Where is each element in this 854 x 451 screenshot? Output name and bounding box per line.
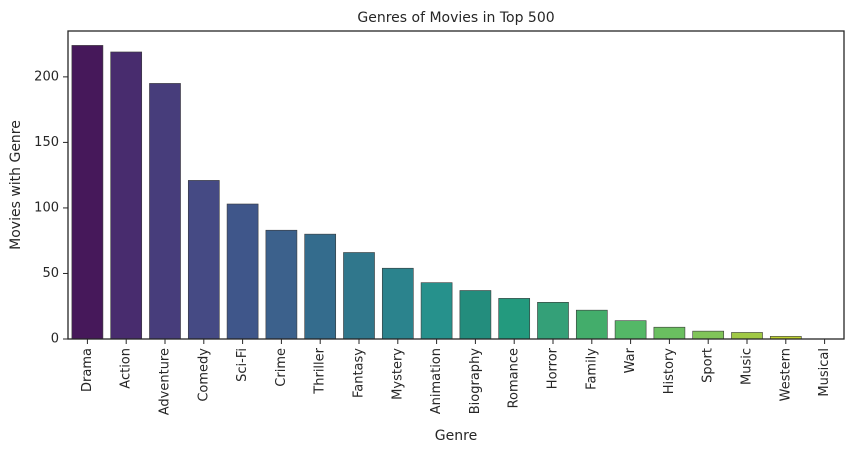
y-tick-label: 50 [42, 266, 59, 281]
x-tick-label: Romance [507, 348, 522, 408]
bar-romance [498, 298, 531, 340]
bar-animation [420, 282, 453, 340]
bar-music [731, 332, 763, 340]
bar-war [614, 320, 647, 340]
y-tick-label: 150 [34, 135, 59, 150]
x-tick-label: Horror [546, 347, 561, 389]
y-axis-ticks: 0 50 100 150 200 [34, 69, 68, 347]
bar-crime [265, 229, 298, 340]
bar-action [110, 51, 143, 340]
x-axis-label: Genre [435, 428, 477, 444]
bar-comedy [187, 180, 220, 340]
x-tick-label: Animation [429, 348, 444, 414]
x-tick-label: Fantasy [352, 348, 367, 398]
bars-group [71, 45, 802, 340]
x-tick-label: Adventure [158, 348, 173, 415]
x-tick-label: Western [778, 348, 793, 401]
x-tick-label: Biography [468, 348, 483, 415]
bar-family [575, 309, 608, 340]
x-tick-label: War [623, 347, 638, 373]
bar-biography [459, 290, 492, 340]
x-tick-label: Drama [80, 348, 95, 392]
bar-adventure [149, 83, 181, 340]
bar-history [653, 326, 686, 340]
chart-title: Genres of Movies in Top 500 [357, 10, 554, 26]
x-tick-label: Comedy [196, 348, 211, 402]
x-tick-label: Action [119, 348, 134, 389]
x-tick-label: Family [584, 348, 599, 390]
bar-drama [71, 45, 104, 340]
plot-frame [67, 30, 845, 340]
y-tick-label: 0 [51, 332, 59, 347]
x-tick-label: Mystery [390, 348, 405, 400]
y-axis-label: Movies with Genre [8, 120, 24, 250]
bar-thriller [304, 233, 337, 340]
x-tick-label: Music [740, 348, 755, 385]
x-axis-ticks: Drama Action Adventure Comedy Sci-Fi Crime Thr… [80, 339, 832, 415]
x-tick-label: Sport [701, 348, 716, 383]
bar-fantasy [343, 252, 375, 340]
bar-horror [537, 302, 569, 340]
y-tick-label: 200 [34, 69, 59, 84]
bar-sci-fi [226, 203, 259, 340]
x-tick-label: Thriller [313, 347, 328, 394]
bar-mystery [381, 267, 414, 340]
x-tick-label: Crime [274, 348, 289, 387]
y-tick-label: 100 [34, 200, 59, 215]
bar-sport [692, 330, 725, 340]
x-tick-label: History [662, 348, 677, 395]
x-tick-label: Musical [817, 348, 832, 397]
x-tick-label: Sci-Fi [235, 348, 250, 382]
